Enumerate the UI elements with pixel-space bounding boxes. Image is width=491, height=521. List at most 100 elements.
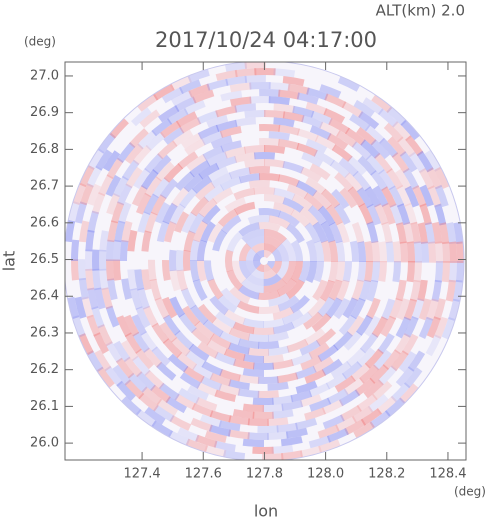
echo-cell [189,239,200,261]
echo-cell [424,149,442,172]
echo-cell [282,161,304,174]
echo-cell [259,89,281,97]
echo-cell [123,314,140,337]
echo-cell [304,407,326,421]
y-tick-label: 26.4 [30,289,59,304]
echo-cell [296,92,319,105]
echo-cell [330,360,352,379]
echo-cell [364,124,386,144]
echo-cell [267,431,289,440]
echo-cell [371,240,381,263]
x-unit: (deg) [454,485,486,499]
echo-cell [127,372,148,393]
echo-cell [356,314,373,336]
echo-cell [299,340,321,356]
echo-cell [352,170,372,192]
echo-cell [338,314,357,336]
echo-cell [102,150,121,172]
echo-cell [356,347,376,368]
echo-cell [228,167,251,180]
echo-cell [189,160,211,178]
echo-cell [369,364,389,384]
echo-cell [214,389,237,402]
echo-cell [70,259,79,281]
echo-cell [278,210,300,228]
echo-cell [278,124,300,136]
echo-cell [403,367,423,389]
echo-cell [259,124,281,132]
echo-cell [278,138,300,150]
echo-cell [336,130,358,148]
echo-cell [347,186,365,208]
echo-cell [244,62,266,69]
echo-cell [336,279,350,302]
echo-cell [118,201,132,224]
echo-cell [267,417,289,426]
echo-cell [363,315,381,337]
radar-disk [65,62,464,460]
echo-cell [350,362,371,382]
echo-cell [323,108,346,124]
echo-cell [226,269,243,291]
echo-cell [246,273,264,287]
echo-cell [340,405,362,422]
echo-cell [277,295,300,312]
echo-cell [193,220,208,243]
echo-cell [322,414,345,430]
echo-cell [143,193,159,215]
echo-cell [446,222,457,244]
echo-cell [404,202,418,225]
echo-cell [105,259,115,281]
echo-cell [328,279,343,301]
echo-cell [365,154,385,175]
echo-cell [310,110,333,125]
echo-cell [230,96,252,107]
echo-cell [171,186,190,208]
echo-cell [206,339,228,356]
echo-cell [312,279,328,301]
echo-cell [206,78,229,91]
echo-cell [349,240,360,262]
echo-cell [381,186,397,208]
echo-cell [81,296,94,319]
echo-cell [237,388,260,398]
echo-cell [272,409,294,419]
echo-cell [245,260,257,274]
echo-cell [137,93,159,112]
echo-cell [317,296,335,317]
echo-cell [209,372,232,387]
y-tick-label: 26.9 [30,105,59,120]
echo-cell [301,152,323,168]
echo-cell [201,360,223,376]
echo-cell [272,359,294,370]
echo-cell [129,128,149,148]
echo-cell [94,287,106,310]
echo-cell [362,97,384,116]
echo-cell [331,188,350,209]
echo-cell [456,241,465,263]
echo-cell [296,180,318,197]
echo-cell [191,175,212,194]
echo-cell [441,261,451,283]
echo-cell [357,241,367,262]
echo-cell [344,172,364,193]
echo-cell [215,119,238,132]
echo-cell [405,135,424,157]
echo-cell [115,357,135,379]
echo-cell [390,350,409,372]
echo-cell [196,260,207,282]
echo-cell [227,429,250,440]
echo-cell [169,296,185,318]
echo-cell [188,83,211,98]
echo-cell [133,167,151,189]
echo-cell [325,297,343,319]
echo-cell [144,406,166,425]
echo-cell [286,184,309,199]
echo-cell [116,142,136,163]
echo-cell [171,90,193,106]
echo-cell [379,137,399,158]
echo-cell [79,220,90,243]
echo-cell [228,327,251,341]
echo-cell [151,420,173,438]
echo-cell [86,165,103,188]
